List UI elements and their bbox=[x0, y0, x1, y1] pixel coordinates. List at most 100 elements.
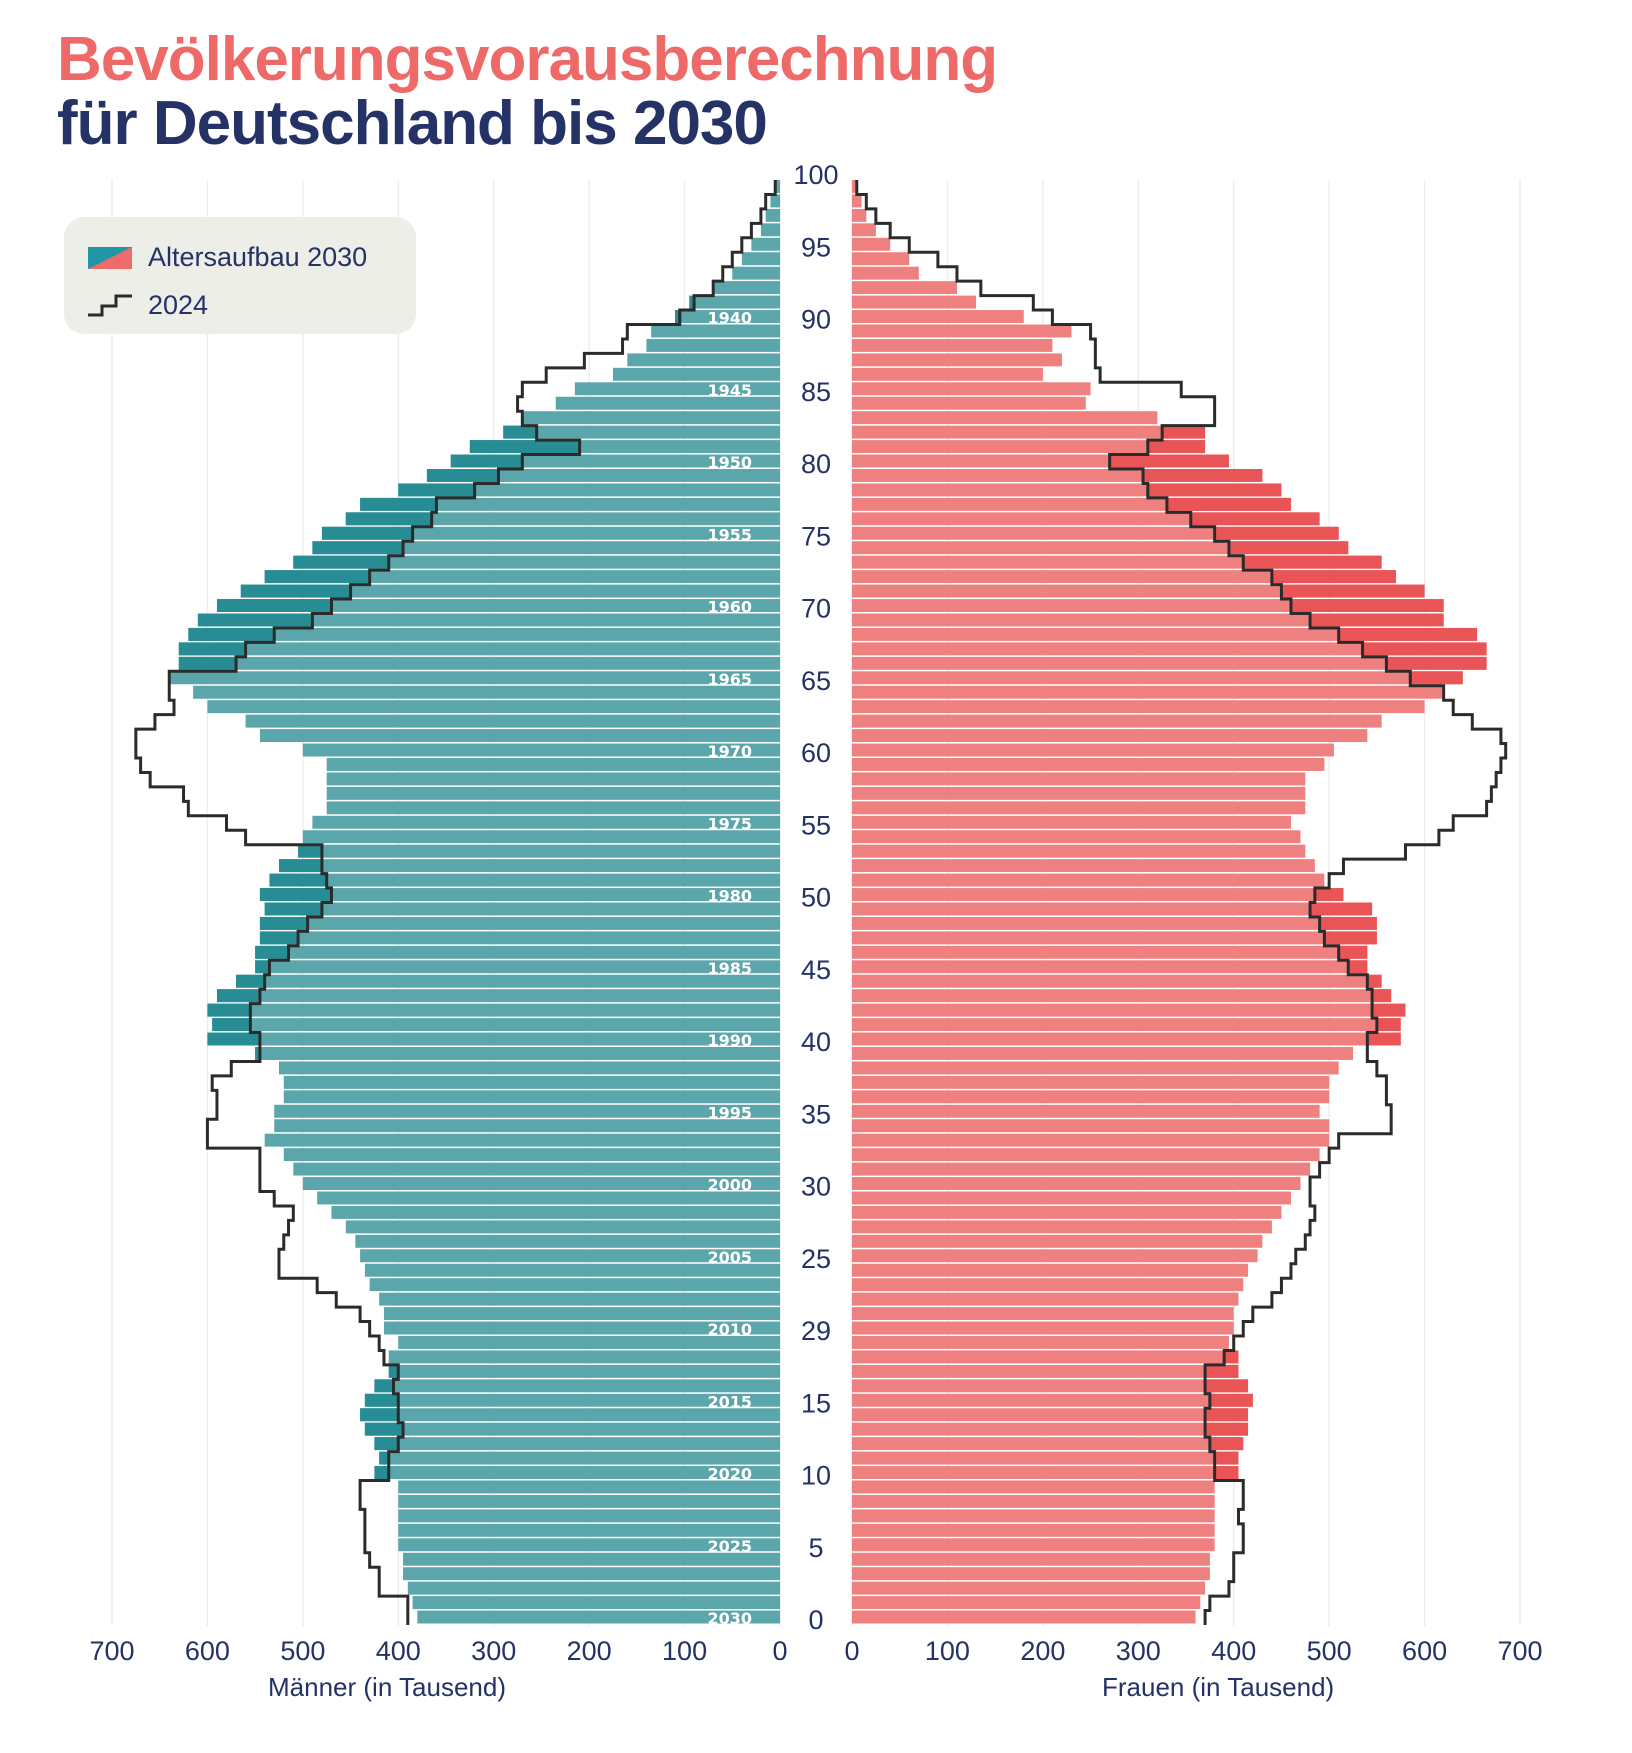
female-bar bbox=[852, 627, 1478, 641]
male-bar bbox=[522, 411, 780, 425]
male-axis-tick: 400 bbox=[376, 1636, 421, 1666]
age-tick-label: 10 bbox=[801, 1461, 831, 1491]
female-axis-tick: 500 bbox=[1307, 1636, 1352, 1666]
male-bar bbox=[255, 960, 780, 974]
age-tick-label: 45 bbox=[801, 955, 831, 985]
age-tick-label: 5 bbox=[808, 1533, 823, 1563]
male-bar bbox=[302, 830, 780, 844]
female-axis-tick: 100 bbox=[925, 1636, 970, 1666]
female-bar bbox=[852, 541, 1349, 555]
male-axis-tick: 300 bbox=[471, 1636, 516, 1666]
female-axis-title: Frauen (in Tausend) bbox=[1102, 1672, 1335, 1702]
male-excess-bar bbox=[255, 960, 270, 974]
male-bar bbox=[765, 208, 780, 222]
male-bar bbox=[732, 266, 780, 280]
female-excess-bar bbox=[1228, 541, 1349, 555]
male-bar bbox=[403, 1552, 780, 1566]
male-bar bbox=[293, 1162, 780, 1176]
male-excess-bar bbox=[240, 584, 351, 598]
female-bar bbox=[852, 916, 1377, 930]
female-bar bbox=[852, 1263, 1249, 1277]
female-bar bbox=[852, 1032, 1401, 1046]
male-bar bbox=[326, 801, 780, 815]
split-swatch-icon bbox=[88, 246, 132, 269]
male-bar bbox=[369, 1278, 780, 1292]
age-tick-label: 90 bbox=[801, 305, 831, 335]
female-bar bbox=[852, 295, 977, 309]
male-excess-bar bbox=[207, 1032, 260, 1046]
female-excess-bar bbox=[1214, 1466, 1239, 1479]
male-axis-tick: 200 bbox=[567, 1636, 612, 1666]
male-bar bbox=[398, 1538, 780, 1552]
male-excess-bar bbox=[379, 1451, 389, 1465]
female-excess-bar bbox=[1367, 1032, 1401, 1046]
male-bar bbox=[364, 1393, 780, 1407]
male-bar bbox=[255, 1047, 780, 1060]
male-bar bbox=[388, 1364, 780, 1378]
male-excess-bar bbox=[503, 425, 537, 439]
male-bar bbox=[689, 295, 780, 309]
male-excess-bar bbox=[259, 916, 308, 930]
age-tick-label: 65 bbox=[801, 666, 831, 696]
male-bar bbox=[360, 497, 780, 511]
birth-year-label: 1980 bbox=[707, 887, 752, 906]
female-excess-bar bbox=[1372, 1003, 1406, 1017]
male-bar bbox=[398, 1523, 780, 1537]
male-bar bbox=[302, 743, 780, 757]
male-excess-bar bbox=[345, 512, 432, 526]
female-bar bbox=[852, 1581, 1206, 1595]
male-excess-bar bbox=[426, 469, 499, 482]
female-bar bbox=[852, 1393, 1253, 1407]
female-excess-bar bbox=[1310, 613, 1444, 627]
male-bar bbox=[302, 1177, 780, 1190]
female-axis-tick: 0 bbox=[844, 1636, 859, 1666]
female-excess-bar bbox=[1109, 454, 1229, 468]
birth-year-label: 1975 bbox=[707, 814, 752, 833]
male-bar bbox=[398, 1509, 780, 1523]
male-bar bbox=[278, 1061, 780, 1075]
female-axis-tick: 200 bbox=[1020, 1636, 1065, 1666]
title-line-1: Bevölkerungsvorausberechnung bbox=[57, 25, 998, 94]
male-bar bbox=[216, 989, 780, 1003]
male-bar bbox=[188, 627, 781, 641]
male-axis-tick: 0 bbox=[772, 1636, 787, 1666]
male-excess-bar bbox=[360, 497, 437, 511]
male-excess-bar bbox=[398, 483, 475, 497]
female-bar bbox=[852, 1090, 1330, 1104]
male-bar bbox=[245, 714, 781, 728]
female-bar bbox=[852, 1321, 1234, 1335]
female-bar bbox=[852, 1364, 1239, 1378]
male-bar bbox=[216, 599, 780, 612]
birth-year-label: 2015 bbox=[707, 1392, 752, 1411]
female-excess-bar bbox=[1324, 931, 1377, 945]
male-excess-bar bbox=[469, 440, 580, 454]
male-bar bbox=[388, 1350, 780, 1364]
male-bar bbox=[398, 1480, 780, 1494]
male-excess-bar bbox=[374, 1437, 399, 1451]
legend-item-2024: 2024 bbox=[88, 290, 208, 321]
female-bar bbox=[852, 974, 1382, 988]
female-excess-bar bbox=[1214, 1451, 1239, 1465]
male-bar bbox=[383, 1321, 780, 1335]
bars bbox=[169, 180, 1487, 1624]
male-axis-tick: 600 bbox=[185, 1636, 230, 1666]
age-tick-label: 95 bbox=[801, 232, 831, 262]
female-bar bbox=[852, 194, 862, 208]
male-bar bbox=[426, 469, 780, 482]
female-bar bbox=[852, 1596, 1201, 1610]
legend-item-2030: Altersaufbau 2030 bbox=[88, 242, 367, 273]
male-bar bbox=[264, 570, 781, 584]
female-bar bbox=[852, 281, 957, 295]
female-bar bbox=[852, 353, 1062, 367]
male-bar bbox=[360, 1249, 780, 1263]
birth-year-label: 1960 bbox=[707, 598, 752, 617]
female-bar bbox=[852, 1379, 1249, 1393]
female-excess-bar bbox=[1209, 1437, 1244, 1451]
birth-year-label: 2030 bbox=[707, 1609, 752, 1628]
age-tick-label: 15 bbox=[801, 1388, 831, 1418]
female-bar bbox=[852, 440, 1206, 454]
female-bar bbox=[852, 411, 1158, 425]
male-bar bbox=[364, 1422, 780, 1436]
age-tick-label: 35 bbox=[801, 1099, 831, 1129]
male-bar bbox=[374, 1466, 780, 1479]
